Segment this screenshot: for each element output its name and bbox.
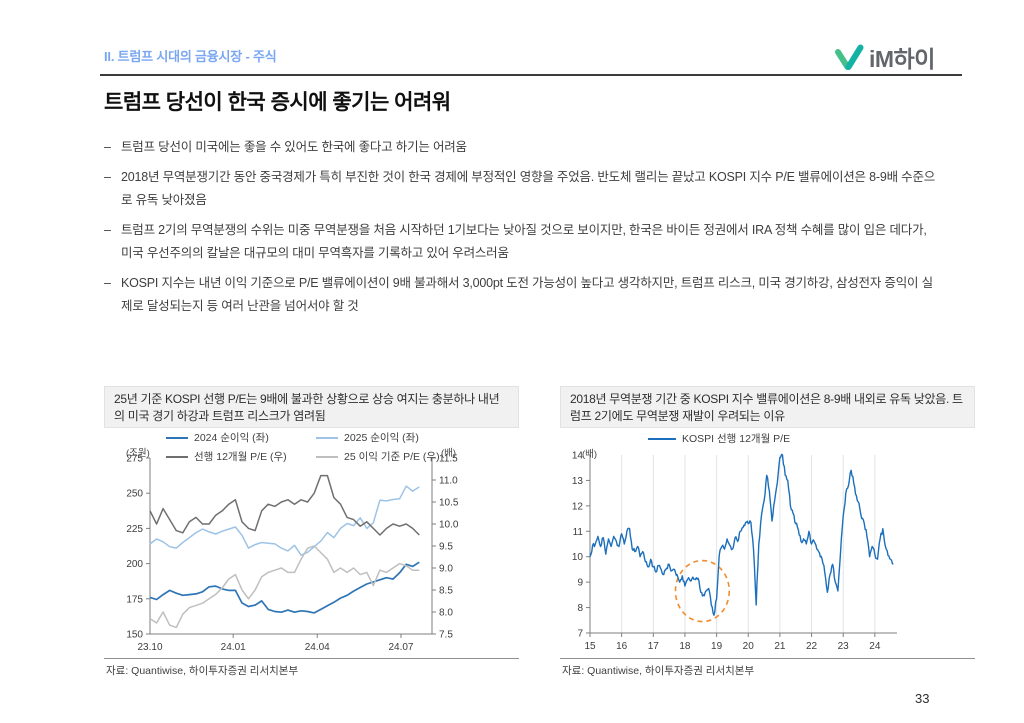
legend-item: KOSPI 선행 12개월 P/E: [648, 431, 790, 446]
y-tick-label: 7: [577, 629, 583, 640]
legend-swatch: [316, 436, 338, 439]
right-axis-unit: (배): [441, 448, 457, 459]
legend-label: 선행 12개월 P/E (우): [194, 451, 287, 463]
legend-label: 2025 순이익 (좌): [344, 432, 419, 444]
y-tick-label: 8.5: [439, 586, 453, 597]
y-tick-label: 9: [577, 578, 583, 589]
x-tick-label: 24: [869, 641, 881, 652]
bullet-text: 트럼프 당선이 미국에는 좋을 수 있어도 한국에 좋다고 하기는 어려움: [121, 140, 467, 154]
x-tick-label: 19: [711, 641, 723, 652]
x-tick-label: 23.10: [137, 642, 162, 653]
y-tick-label: 225: [126, 524, 143, 535]
y-tick-label: 10.5: [439, 498, 459, 509]
bullet-item: – KOSPI 지수는 내년 이익 기준으로 P/E 밸류에이션이 9배 불과해…: [104, 272, 938, 318]
y-tick-label: 9.0: [439, 564, 453, 575]
y-tick-label: 175: [126, 594, 143, 605]
bullet-text: 트럼프 2기의 무역분쟁의 수위는 미중 무역분쟁을 처음 시작하던 1기보다는…: [121, 223, 927, 260]
legend-item: 2025 순이익 (좌): [316, 430, 516, 445]
source-divider: [560, 658, 975, 659]
bullet-item: – 트럼프 2기의 무역분쟁의 수위는 미중 무역분쟁을 처음 시작하던 1기보…: [104, 219, 938, 265]
bullet-marker: –: [104, 223, 111, 237]
source-divider: [104, 658, 519, 659]
y-tick-label: 10: [572, 552, 584, 563]
y-tick-label: 9.5: [439, 542, 453, 553]
legend-label: KOSPI 선행 12개월 P/E: [682, 433, 791, 445]
header-divider: [100, 74, 962, 76]
section-heading: II. 트럼프 시대의 금융시장 - 주식: [104, 49, 277, 64]
legend-item: 25 이익 기준 P/E (우): [316, 449, 516, 464]
bullet-text: 2018년 무역분쟁기간 동안 중국경제가 특히 부진한 것이 한국 경제에 부…: [121, 170, 936, 207]
x-tick-label: 18: [679, 641, 691, 652]
x-tick-label: 22: [806, 641, 818, 652]
x-tick-label: 24.04: [305, 642, 330, 653]
y-tick-label: 150: [126, 630, 143, 641]
logo-text: iM하이: [869, 46, 935, 72]
y-tick-label: 11: [573, 527, 584, 538]
page-title: 트럼프 당선이 한국 증시에 좋기는 어려워: [104, 91, 451, 114]
x-tick-label: 20: [743, 641, 755, 652]
logo-mark-icon: [835, 44, 864, 70]
right-chart-block: 2018년 무역분쟁 기간 중 KOSPI 지수 밸류에이션은 8-9배 내외로…: [560, 386, 975, 691]
left-chart-legend: 2024 순이익 (좌) 2025 순이익 (좌) 선행 12개월 P/E (우) 2…: [166, 430, 516, 464]
left-chart-caption: 25년 기준 KOSPI 선행 P/E는 9배에 불과한 상황으로 상승 여지는…: [104, 386, 519, 428]
y-tick-label: 8: [577, 603, 583, 614]
legend-swatch: [316, 455, 338, 458]
legend-item: 2024 순이익 (좌): [166, 430, 316, 445]
series-line: [149, 545, 420, 629]
y-tick-label: 250: [126, 489, 143, 500]
x-tick-label: 15: [584, 641, 596, 652]
page-number: 33: [915, 691, 930, 706]
left-chart-source: 자료: Quantiwise, 하이투자증권 리서치본부: [106, 665, 299, 677]
bullet-item: – 트럼프 당선이 미국에는 좋을 수 있어도 한국에 좋다고 하기는 어려움: [104, 136, 938, 159]
x-tick-label: 24.07: [388, 642, 413, 653]
right-chart-caption: 2018년 무역분쟁 기간 중 KOSPI 지수 밸류에이션은 8-9배 내외로…: [560, 386, 975, 428]
legend-item: 선행 12개월 P/E (우): [166, 449, 316, 464]
right-chart-legend: KOSPI 선행 12개월 P/E: [648, 431, 790, 446]
legend-label: 2024 순이익 (좌): [194, 432, 269, 444]
left-chart-block: 25년 기준 KOSPI 선행 P/E는 9배에 불과한 상황으로 상승 여지는…: [104, 386, 519, 691]
series-line: [149, 474, 420, 536]
company-logo: iM하이: [834, 40, 935, 74]
bullet-text: KOSPI 지수는 내년 이익 기준으로 P/E 밸류에이션이 9배 불과해서 …: [121, 276, 933, 313]
bullet-list: – 트럼프 당선이 미국에는 좋을 수 있어도 한국에 좋다고 하기는 어려움 …: [104, 136, 938, 325]
y-tick-label: 12: [572, 501, 584, 512]
bullet-item: – 2018년 무역분쟁기간 동안 중국경제가 특히 부진한 것이 한국 경제에…: [104, 166, 938, 212]
x-tick-label: 17: [648, 641, 660, 652]
y-tick-label: 13: [572, 476, 584, 487]
y-tick-label: 7.5: [439, 630, 453, 641]
y-tick-label: 275: [126, 454, 143, 465]
right-chart: 7 8 9 10 11 12 13 14 15 16 17 18 19 20 21 22 23 24: [572, 451, 897, 652]
legend-label: 25 이익 기준 P/E (우): [344, 451, 440, 463]
y-tick-label: 10.0: [439, 520, 459, 531]
left-chart: 150 175 200 225 250 275 7.5 8.0 8.5 9.0 9.5 10.0 10.…: [126, 454, 459, 654]
trade-war-annotation-circle: [674, 559, 731, 623]
series-line: [149, 485, 420, 556]
y-tick-label: 200: [126, 559, 143, 570]
x-tick-label: 23: [838, 641, 850, 652]
x-tick-label: 21: [774, 641, 786, 652]
y-tick-label: 11.5: [439, 454, 458, 465]
left-axis-unit: (조원): [126, 448, 150, 459]
y-tick-label: 11.0: [439, 476, 458, 487]
series-line: [589, 453, 894, 616]
y-tick-label: 8.0: [439, 608, 453, 619]
bullet-marker: –: [104, 276, 111, 290]
legend-swatch: [166, 436, 188, 439]
x-tick-label: 24.01: [221, 642, 246, 653]
legend-swatch: [166, 455, 188, 458]
legend-swatch: [648, 437, 676, 440]
right-chart-source: 자료: Quantiwise, 하이투자증권 리서치본부: [562, 665, 755, 677]
bullet-marker: –: [104, 140, 111, 154]
y-tick-label: 14: [572, 451, 584, 462]
bullet-marker: –: [104, 170, 111, 184]
x-tick-label: 16: [616, 641, 628, 652]
